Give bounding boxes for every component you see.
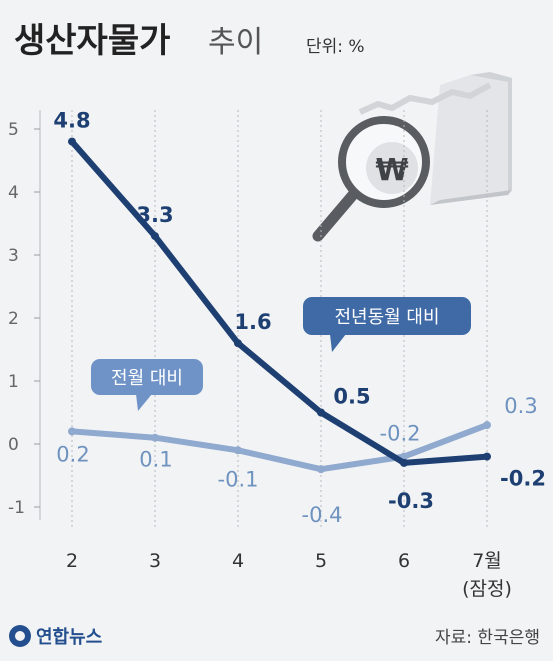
y-tick-label: -1 (8, 498, 25, 518)
data-label-yoy: 4.8 (53, 109, 90, 133)
data-point-yoy (317, 408, 325, 417)
x-tick-sublabel: (잠정) (462, 578, 512, 600)
svg-text:₩: ₩ (375, 153, 408, 188)
y-tick-label: 3 (8, 246, 19, 266)
legend-mom: 전월 대비 (111, 368, 183, 389)
data-label-yoy: 3.3 (136, 203, 173, 227)
series-yoy (68, 137, 491, 467)
data-label-yoy: 1.6 (234, 310, 271, 334)
data-point-mom (483, 421, 491, 430)
logo-text: 연합뉴스 (36, 626, 102, 648)
callout-mom: 전월 대비 (91, 359, 203, 411)
y-tick-label: 2 (8, 309, 19, 329)
source-text: 자료: 한국은행 (435, 628, 540, 648)
y-tick-label: 1 (8, 372, 19, 392)
y-tick-label: 4 (8, 183, 19, 203)
x-tick-label: 6 (398, 550, 410, 572)
data-point-yoy (400, 458, 408, 467)
chart-title: 생산자물가 (14, 21, 170, 61)
data-point-yoy (234, 339, 242, 348)
data-point-mom (317, 465, 325, 474)
data-label-yoy: 0.5 (333, 385, 370, 409)
x-tick-label: 3 (149, 550, 161, 572)
data-labels: 4.8 3.3 1.6 0.5 -0.3 -0.2 0.2 0.1 -0.1 -0.4 -0.2 0.… (53, 109, 546, 528)
data-label-mom: 0.2 (56, 442, 89, 466)
data-point-mom (151, 433, 159, 442)
y-tick-label: 5 (8, 120, 19, 140)
data-point-mom (234, 446, 242, 455)
data-label-yoy: -0.2 (500, 467, 546, 491)
y-tick-label: 0 (8, 435, 19, 455)
chart-subtitle: 추이 (208, 25, 263, 60)
data-point-mom (68, 427, 76, 436)
series-line-yoy (69, 138, 490, 466)
data-label-yoy: -0.3 (388, 489, 434, 513)
data-point-yoy (483, 452, 491, 461)
legend-yoy: 전년동월 대비 (334, 307, 439, 328)
data-label-mom: -0.2 (380, 422, 421, 446)
data-label-mom: 0.3 (504, 394, 537, 418)
series-line-mom (69, 422, 490, 473)
data-label-mom: -0.1 (218, 467, 259, 491)
series-mom (68, 421, 491, 474)
data-label-mom: 0.1 (139, 448, 172, 472)
x-tick-label: 4 (232, 550, 244, 572)
yonhap-logo: 연합뉴스 (9, 625, 102, 648)
x-axis: 2 3 4 5 6 7월 (잠정) (66, 550, 512, 600)
x-tick-label: 2 (66, 550, 78, 572)
y-axis: 5 4 3 2 1 0 -1 (8, 120, 40, 518)
x-tick-label: 5 (315, 550, 327, 572)
unit-label: 단위: % (306, 37, 365, 57)
magnifier-won-chart-icon: ₩ (312, 72, 512, 242)
data-point-yoy (151, 232, 159, 241)
data-point-yoy (68, 137, 76, 146)
data-label-mom: -0.4 (302, 503, 343, 527)
x-tick-label: 7월 (472, 550, 502, 572)
callout-yoy: 전년동월 대비 (303, 297, 471, 352)
